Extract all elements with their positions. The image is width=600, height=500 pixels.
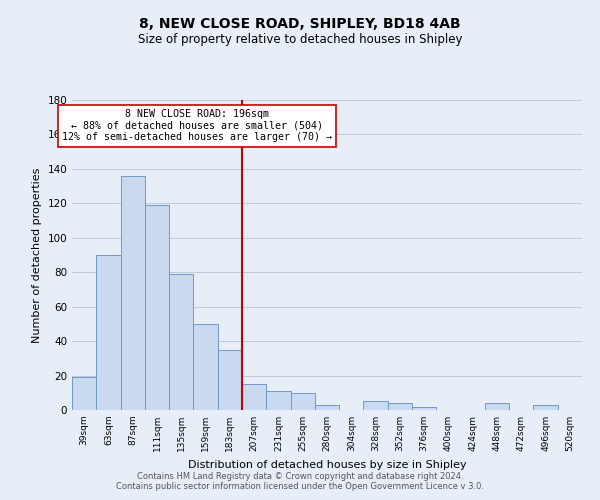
Y-axis label: Number of detached properties: Number of detached properties — [32, 168, 42, 342]
Bar — [315, 405, 339, 410]
Bar — [533, 405, 558, 410]
Text: Size of property relative to detached houses in Shipley: Size of property relative to detached ho… — [138, 32, 462, 46]
Bar — [193, 324, 218, 410]
Text: Contains public sector information licensed under the Open Government Licence v : Contains public sector information licen… — [116, 482, 484, 491]
Text: 8, NEW CLOSE ROAD, SHIPLEY, BD18 4AB: 8, NEW CLOSE ROAD, SHIPLEY, BD18 4AB — [139, 18, 461, 32]
Bar — [96, 255, 121, 410]
Bar — [364, 402, 388, 410]
Bar — [121, 176, 145, 410]
Bar — [218, 350, 242, 410]
Bar — [169, 274, 193, 410]
Bar — [290, 393, 315, 410]
Bar — [485, 403, 509, 410]
Bar — [388, 403, 412, 410]
Bar — [412, 406, 436, 410]
Bar — [242, 384, 266, 410]
X-axis label: Distribution of detached houses by size in Shipley: Distribution of detached houses by size … — [188, 460, 466, 469]
Bar — [145, 205, 169, 410]
Text: Contains HM Land Registry data © Crown copyright and database right 2024.: Contains HM Land Registry data © Crown c… — [137, 472, 463, 481]
Bar — [72, 378, 96, 410]
Bar — [266, 391, 290, 410]
Text: 8 NEW CLOSE ROAD: 196sqm
← 88% of detached houses are smaller (504)
12% of semi-: 8 NEW CLOSE ROAD: 196sqm ← 88% of detach… — [62, 110, 332, 142]
